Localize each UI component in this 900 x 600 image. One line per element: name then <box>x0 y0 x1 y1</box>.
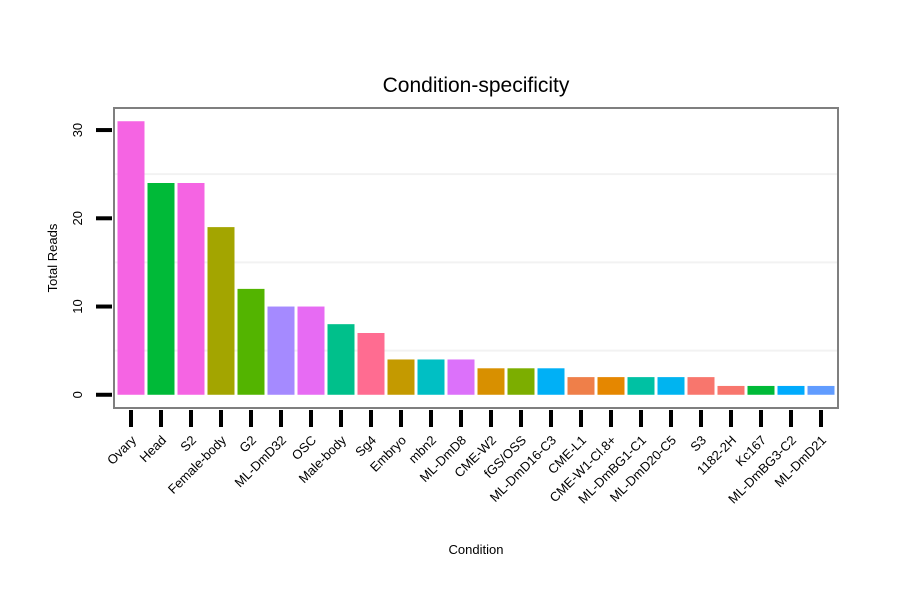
bar-19 <box>687 377 715 395</box>
bar-1 <box>147 183 175 395</box>
chart-title: Condition-specificity <box>383 74 570 97</box>
bar-16 <box>597 377 625 395</box>
y-tick-label-1: 10 <box>70 299 85 313</box>
bar-12 <box>477 368 505 395</box>
bar-13 <box>507 368 535 395</box>
x-tick-label-0: Ovary <box>104 432 139 467</box>
y-axis-label: Total Reads <box>45 223 60 292</box>
bar-10 <box>417 359 445 395</box>
bar-21 <box>747 385 775 395</box>
bar-7 <box>327 324 355 395</box>
bar-3 <box>207 227 235 395</box>
x-axis-label: Condition <box>449 542 504 557</box>
bar-0 <box>117 121 145 395</box>
bar-22 <box>777 385 805 395</box>
bar-14 <box>537 368 565 395</box>
grid-lines <box>114 173 838 352</box>
bar-23 <box>807 385 835 395</box>
plot-panel-border <box>113 107 839 409</box>
bar-8 <box>357 333 385 395</box>
y-tick-label-2: 20 <box>70 211 85 225</box>
x-tick-label-1: Head <box>137 433 170 466</box>
bar-9 <box>387 359 415 395</box>
bar-15 <box>567 377 595 395</box>
bar-17 <box>627 377 655 395</box>
bar-11 <box>447 359 475 395</box>
x-tick-label-2: S2 <box>177 433 199 455</box>
bar-18 <box>657 377 685 395</box>
x-tick-label-19: S3 <box>687 433 709 455</box>
bar-5 <box>267 306 295 395</box>
x-tick-label-4: G2 <box>236 433 259 456</box>
bar-20 <box>717 385 745 395</box>
y-tick-label-0: 0 <box>70 391 85 398</box>
y-axis: 0 10 20 30 <box>70 123 112 398</box>
bar-2 <box>177 183 205 395</box>
bar-6 <box>297 306 325 395</box>
y-tick-label-3: 30 <box>70 123 85 137</box>
bars <box>117 121 835 395</box>
bar-4 <box>237 288 265 395</box>
